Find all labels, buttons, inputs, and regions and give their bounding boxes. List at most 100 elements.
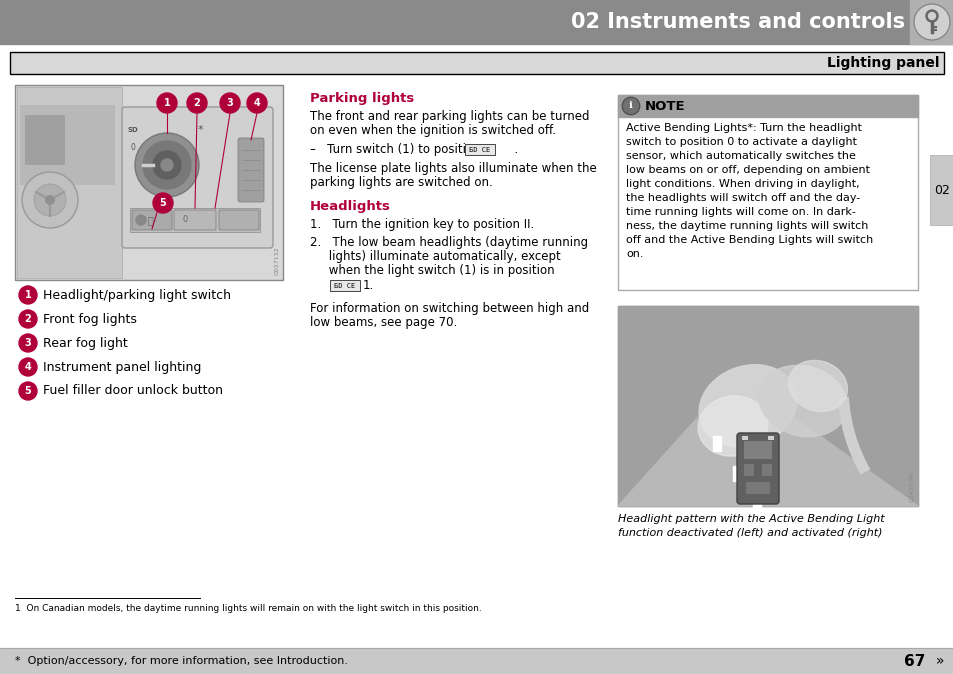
Circle shape xyxy=(19,286,37,304)
Text: G027132: G027132 xyxy=(274,247,280,275)
Circle shape xyxy=(187,93,207,113)
Text: 2: 2 xyxy=(25,314,31,324)
Text: off and the Active Bending Lights will switch: off and the Active Bending Lights will s… xyxy=(625,235,872,245)
Text: 0: 0 xyxy=(182,216,188,224)
Text: 1  On Canadian models, the daytime running lights will remain on with the light : 1 On Canadian models, the daytime runnin… xyxy=(15,604,481,613)
FancyBboxPatch shape xyxy=(219,210,258,230)
Circle shape xyxy=(19,358,37,376)
Text: 5: 5 xyxy=(159,198,166,208)
Polygon shape xyxy=(618,406,917,506)
Circle shape xyxy=(22,172,78,228)
Circle shape xyxy=(136,215,146,225)
Text: Instrument panel lighting: Instrument panel lighting xyxy=(43,361,201,373)
Circle shape xyxy=(19,382,37,400)
Text: sensor, which automatically switches the: sensor, which automatically switches the xyxy=(625,151,855,161)
Text: Front fog lights: Front fog lights xyxy=(43,313,136,326)
Text: 1: 1 xyxy=(25,290,31,300)
Bar xyxy=(25,115,65,165)
Text: ness, the daytime running lights will switch: ness, the daytime running lights will sw… xyxy=(625,221,867,231)
Text: The license plate lights also illuminate when the: The license plate lights also illuminate… xyxy=(310,162,597,175)
Ellipse shape xyxy=(758,365,846,437)
Bar xyxy=(761,464,771,476)
Circle shape xyxy=(913,4,949,40)
Bar xyxy=(15,85,283,280)
Text: Fuel filler door unlock button: Fuel filler door unlock button xyxy=(43,384,223,398)
FancyBboxPatch shape xyxy=(737,433,779,504)
Text: ⛽: ⛽ xyxy=(147,215,152,225)
Bar xyxy=(929,155,953,225)
Text: 3: 3 xyxy=(25,338,31,348)
Text: БD CE: БD CE xyxy=(334,282,355,288)
Circle shape xyxy=(623,98,638,113)
Bar xyxy=(743,441,771,459)
Bar xyxy=(618,95,917,117)
Text: –   Turn switch (1) to position         .: – Turn switch (1) to position . xyxy=(310,143,517,156)
Bar xyxy=(130,208,260,232)
Text: NOTE: NOTE xyxy=(644,100,685,113)
Text: lights) illuminate automatically, except: lights) illuminate automatically, except xyxy=(310,250,560,263)
Text: SD: SD xyxy=(128,127,138,133)
Bar xyxy=(0,0,953,44)
Circle shape xyxy=(143,141,191,189)
Text: Headlight/parking light switch: Headlight/parking light switch xyxy=(43,288,231,301)
Bar xyxy=(464,144,495,155)
Text: 1: 1 xyxy=(164,98,171,108)
Text: the headlights will switch off and the day-: the headlights will switch off and the d… xyxy=(625,193,860,203)
Circle shape xyxy=(19,334,37,352)
Text: 4: 4 xyxy=(253,98,260,108)
Bar xyxy=(10,52,943,74)
Text: light conditions. When driving in daylight,: light conditions. When driving in daylig… xyxy=(625,179,859,189)
Circle shape xyxy=(927,13,935,20)
Ellipse shape xyxy=(698,396,767,456)
Circle shape xyxy=(621,97,639,115)
Bar xyxy=(732,466,740,481)
Text: 3: 3 xyxy=(227,98,233,108)
Text: The front and rear parking lights can be turned: The front and rear parking lights can be… xyxy=(310,110,589,123)
Bar xyxy=(17,87,122,278)
Text: on.: on. xyxy=(625,249,643,259)
Text: 0: 0 xyxy=(131,144,135,152)
Circle shape xyxy=(34,184,66,216)
Circle shape xyxy=(247,93,267,113)
Text: БD CE: БD CE xyxy=(469,146,490,152)
Bar xyxy=(0,648,953,674)
Text: Parking lights: Parking lights xyxy=(310,92,414,105)
Bar xyxy=(741,436,747,440)
FancyBboxPatch shape xyxy=(173,210,215,230)
Circle shape xyxy=(152,193,172,213)
Bar xyxy=(330,280,359,291)
Text: low beams on or off, depending on ambient: low beams on or off, depending on ambien… xyxy=(625,165,869,175)
Text: on even when the ignition is switched off.: on even when the ignition is switched of… xyxy=(310,124,556,137)
Text: 2: 2 xyxy=(193,98,200,108)
Text: 02 Instruments and controls: 02 Instruments and controls xyxy=(570,12,904,32)
Text: For information on switching between high and: For information on switching between hig… xyxy=(310,302,589,315)
Bar xyxy=(618,306,917,506)
Text: 2.   The low beam headlights (daytime running: 2. The low beam headlights (daytime runn… xyxy=(310,236,587,249)
Bar xyxy=(767,436,773,440)
Text: Active Bending Lights*: Turn the headlight: Active Bending Lights*: Turn the headlig… xyxy=(625,123,862,133)
Text: parking lights are switched on.: parking lights are switched on. xyxy=(310,176,493,189)
Bar xyxy=(712,436,720,451)
Text: 1.: 1. xyxy=(363,279,374,292)
Bar xyxy=(752,496,760,511)
Bar xyxy=(618,95,917,290)
Bar xyxy=(745,482,769,494)
Bar xyxy=(618,306,917,506)
Ellipse shape xyxy=(788,361,846,412)
Text: Lighting panel: Lighting panel xyxy=(826,56,939,70)
Text: 67: 67 xyxy=(902,654,924,669)
Circle shape xyxy=(152,151,181,179)
Circle shape xyxy=(135,133,199,197)
Text: Headlight pattern with the Active Bending Light: Headlight pattern with the Active Bendin… xyxy=(618,514,883,524)
Text: *  Option/accessory, for more information, see Introduction.: * Option/accessory, for more information… xyxy=(15,656,348,666)
FancyBboxPatch shape xyxy=(132,210,172,230)
Circle shape xyxy=(157,93,177,113)
Bar xyxy=(743,464,753,476)
FancyBboxPatch shape xyxy=(122,107,273,248)
Text: switch to position 0 to activate a daylight: switch to position 0 to activate a dayli… xyxy=(625,137,856,147)
Text: function deactivated (left) and activated (right): function deactivated (left) and activate… xyxy=(618,528,882,538)
Ellipse shape xyxy=(699,365,796,448)
Bar xyxy=(909,0,953,44)
Circle shape xyxy=(220,93,240,113)
Text: i: i xyxy=(628,102,632,111)
